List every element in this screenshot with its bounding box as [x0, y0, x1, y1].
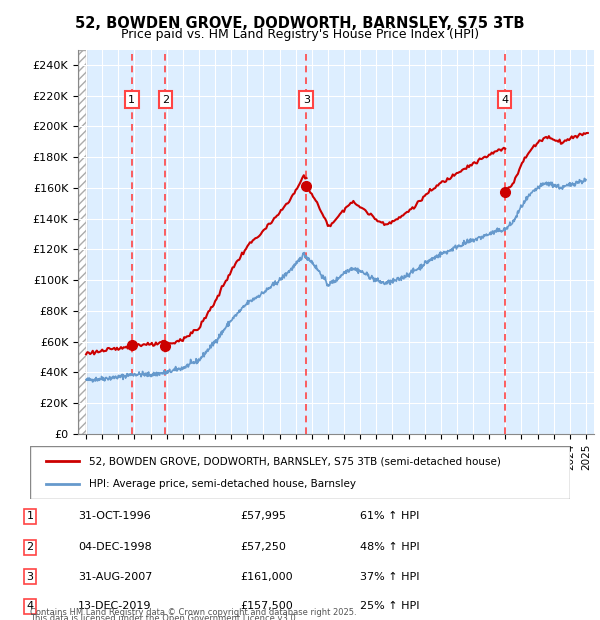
Text: This data is licensed under the Open Government Licence v3.0.: This data is licensed under the Open Gov…	[30, 614, 298, 620]
Text: 48% ↑ HPI: 48% ↑ HPI	[360, 542, 419, 552]
Text: HPI: Average price, semi-detached house, Barnsley: HPI: Average price, semi-detached house,…	[89, 479, 356, 489]
Text: 3: 3	[303, 95, 310, 105]
FancyBboxPatch shape	[30, 446, 570, 499]
Text: 1: 1	[128, 95, 135, 105]
Text: £57,250: £57,250	[240, 542, 286, 552]
Text: 04-DEC-1998: 04-DEC-1998	[78, 542, 152, 552]
Text: 4: 4	[501, 95, 508, 105]
Text: 2: 2	[162, 95, 169, 105]
Text: £161,000: £161,000	[240, 572, 293, 582]
Text: £157,500: £157,500	[240, 601, 293, 611]
Text: 4: 4	[26, 601, 34, 611]
Text: £57,995: £57,995	[240, 512, 286, 521]
Text: 52, BOWDEN GROVE, DODWORTH, BARNSLEY, S75 3TB: 52, BOWDEN GROVE, DODWORTH, BARNSLEY, S7…	[75, 16, 525, 30]
Text: 31-AUG-2007: 31-AUG-2007	[78, 572, 152, 582]
Text: Price paid vs. HM Land Registry's House Price Index (HPI): Price paid vs. HM Land Registry's House …	[121, 28, 479, 41]
Text: 37% ↑ HPI: 37% ↑ HPI	[360, 572, 419, 582]
Text: 13-DEC-2019: 13-DEC-2019	[78, 601, 151, 611]
Text: 2: 2	[26, 542, 34, 552]
Text: 52, BOWDEN GROVE, DODWORTH, BARNSLEY, S75 3TB (semi-detached house): 52, BOWDEN GROVE, DODWORTH, BARNSLEY, S7…	[89, 456, 501, 466]
Text: 1: 1	[26, 512, 34, 521]
Text: 61% ↑ HPI: 61% ↑ HPI	[360, 512, 419, 521]
Text: 31-OCT-1996: 31-OCT-1996	[78, 512, 151, 521]
Text: Contains HM Land Registry data © Crown copyright and database right 2025.: Contains HM Land Registry data © Crown c…	[30, 608, 356, 617]
Text: 25% ↑ HPI: 25% ↑ HPI	[360, 601, 419, 611]
Text: 3: 3	[26, 572, 34, 582]
Bar	[78, 50, 86, 434]
Bar	[78, 50, 86, 434]
